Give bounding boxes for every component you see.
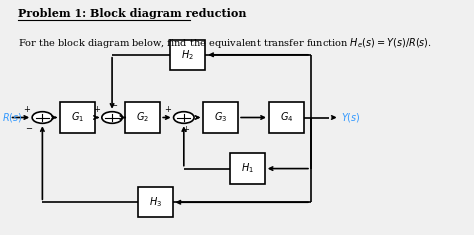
Circle shape <box>102 112 122 123</box>
Circle shape <box>32 112 53 123</box>
Text: $G_3$: $G_3$ <box>214 111 228 124</box>
Text: $H_3$: $H_3$ <box>148 195 162 209</box>
Text: $H_2$: $H_2$ <box>182 48 194 62</box>
Text: +: + <box>93 105 100 114</box>
Text: $G_1$: $G_1$ <box>71 111 84 124</box>
FancyBboxPatch shape <box>203 102 238 133</box>
Text: $Y(s)$: $Y(s)$ <box>341 111 361 124</box>
Text: $H_1$: $H_1$ <box>241 162 254 176</box>
Text: For the block diagram below, find the equivalent transfer function $H_e(s) = Y(s: For the block diagram below, find the eq… <box>18 36 432 50</box>
Text: +: + <box>23 105 30 114</box>
Text: $G_2$: $G_2$ <box>136 111 149 124</box>
Text: −: − <box>25 125 32 134</box>
Text: $G_4$: $G_4$ <box>280 111 293 124</box>
Text: Problem 1: Block diagram reduction: Problem 1: Block diagram reduction <box>18 8 246 19</box>
Text: $R(s)$: $R(s)$ <box>2 111 23 124</box>
FancyBboxPatch shape <box>126 102 160 133</box>
Circle shape <box>173 112 194 123</box>
FancyBboxPatch shape <box>60 102 95 133</box>
FancyBboxPatch shape <box>171 40 205 70</box>
Text: +: + <box>182 125 189 134</box>
Text: +: + <box>164 105 171 114</box>
Text: −: − <box>110 101 118 110</box>
FancyBboxPatch shape <box>137 187 173 217</box>
FancyBboxPatch shape <box>269 102 304 133</box>
FancyBboxPatch shape <box>230 153 265 184</box>
